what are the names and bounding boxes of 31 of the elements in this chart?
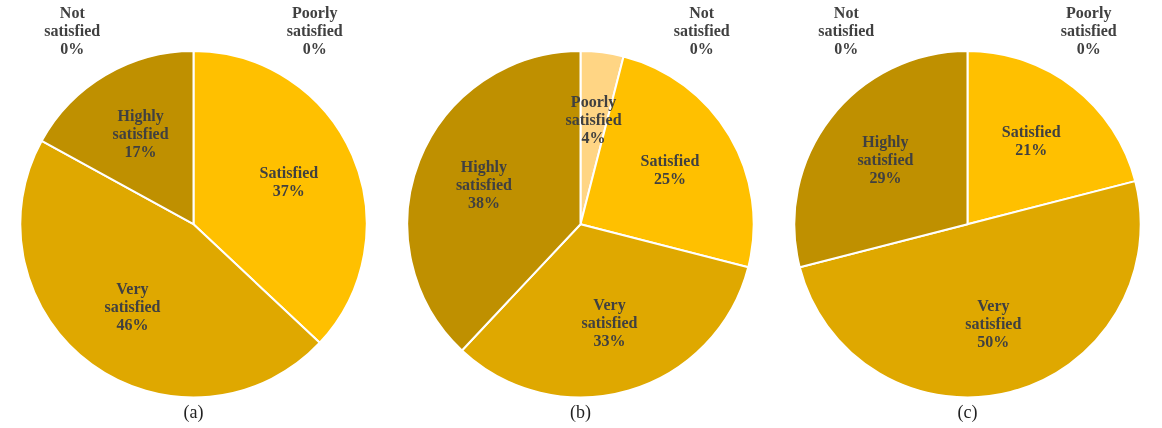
slice-label: Satisfied bbox=[640, 152, 700, 170]
data-label: 46% bbox=[116, 316, 149, 334]
data-label: 37% bbox=[272, 182, 305, 200]
data-label: 21% bbox=[1015, 141, 1048, 159]
text: (a) bbox=[183, 401, 204, 423]
text: 0% bbox=[689, 40, 714, 58]
slice-label: Very satisfied bbox=[581, 296, 638, 332]
category-label: Poorly satisfied bbox=[1060, 4, 1117, 40]
data-label: 17% bbox=[124, 142, 157, 160]
slice-label: Very satisfied bbox=[104, 280, 161, 316]
category-label: Poorly satisfied bbox=[286, 4, 343, 40]
data-label: 38% bbox=[467, 194, 500, 212]
text: (c) bbox=[957, 401, 978, 423]
slice-label: Highly satisfied bbox=[112, 106, 169, 142]
text: 0% bbox=[302, 40, 327, 58]
data-label: 33% bbox=[593, 332, 626, 350]
text: (b) bbox=[570, 401, 591, 423]
category-label: Not satisfied bbox=[818, 4, 875, 40]
text: 0% bbox=[60, 40, 85, 58]
text: 0% bbox=[834, 40, 859, 58]
slice-label: Satisfied bbox=[259, 164, 319, 182]
slice-label: Highly satisfied bbox=[455, 158, 512, 194]
data-label: 25% bbox=[653, 170, 686, 188]
category-label: Not satisfied bbox=[44, 4, 101, 40]
data-label: 29% bbox=[869, 168, 902, 186]
text: 0% bbox=[1076, 40, 1101, 58]
slice-label: Highly satisfied bbox=[857, 132, 914, 168]
data-label: 50% bbox=[977, 333, 1010, 350]
slice-label: Satisfied bbox=[1001, 123, 1061, 141]
category-label: Not satisfied bbox=[673, 4, 730, 40]
slice-label: Very satisfied bbox=[965, 297, 1022, 332]
